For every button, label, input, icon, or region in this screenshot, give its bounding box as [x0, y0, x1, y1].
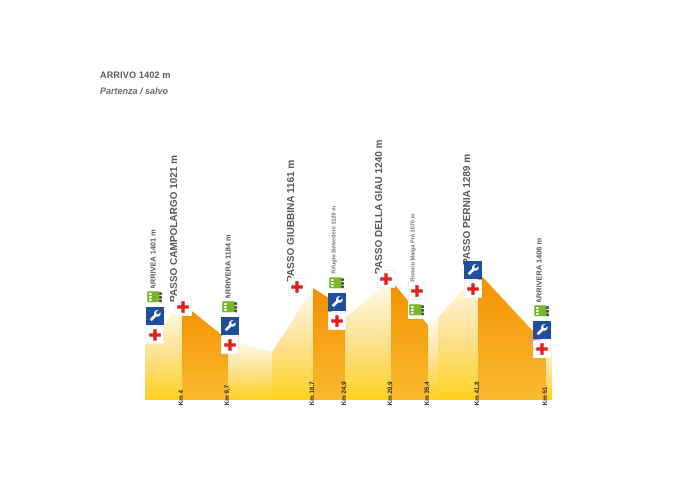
peak-label-4: PASSO GIUBBINA 1161 m: [286, 159, 297, 282]
chart-subtitle: Partenza / salvo: [100, 86, 169, 96]
km-tick-5: Km 29,9: [386, 381, 394, 406]
medical-cross-icon: [174, 298, 192, 316]
service-icons-3: [221, 298, 239, 355]
medical-cross-icon: [464, 280, 482, 298]
bus-icon: [221, 298, 239, 316]
km-tick-8: Km 51: [541, 386, 549, 406]
km-tick-2: Km 9,7: [223, 384, 231, 406]
km-tick-7: Km 41,8: [473, 381, 481, 406]
service-icons-5: [328, 274, 346, 331]
wrench-icon: [328, 293, 346, 311]
bus-icon: [408, 301, 426, 319]
km-tick-4: Km 24,9: [340, 381, 348, 406]
peak-label-5: Rifugio Belvedere 1120 m: [331, 205, 338, 274]
km-tick-6: Km 35,4: [423, 381, 431, 406]
page-title: ARRIVO 1402 m: [100, 70, 171, 80]
medical-cross-icon: [328, 312, 346, 330]
peak-label-6: PASSO DELLA GIAU 1240 m: [374, 139, 385, 274]
wrench-icon: [464, 261, 482, 279]
peak-label-3: ARRIVERA 1184 m: [223, 234, 233, 300]
chart-header: ARRIVO 1402 m Partenza / salvo: [100, 70, 171, 97]
bus-icon: [146, 288, 164, 306]
wrench-icon: [221, 317, 239, 335]
peak-label-7: Ristoro Malga Prà 1070 m: [410, 213, 417, 282]
service-icons-4: [288, 278, 306, 297]
km-tick-3: Km 18,7: [308, 381, 316, 406]
km-tick-1: Km 4: [177, 390, 185, 406]
service-icons-1: [146, 288, 164, 345]
bus-icon: [533, 302, 551, 320]
peak-label-9: ARRIVERA 1406 m: [534, 237, 544, 304]
medical-cross-icon: [533, 340, 551, 358]
service-icons-7: [408, 282, 426, 320]
service-icons-2: [174, 298, 192, 317]
service-icons-6: [377, 270, 395, 289]
medical-cross-icon: [221, 336, 239, 354]
wrench-icon: [146, 307, 164, 325]
service-icons-9: [533, 302, 551, 359]
service-icons-8: [464, 261, 482, 299]
wrench-icon: [533, 321, 551, 339]
peak-label-1: ARRIVEA 1401 m: [148, 229, 158, 290]
medical-cross-icon: [377, 270, 395, 288]
peak-label-8: PASSO PERNIA 1289 m: [462, 153, 473, 265]
medical-cross-icon: [146, 326, 164, 344]
bus-icon: [328, 274, 346, 292]
medical-cross-icon: [288, 278, 306, 296]
medical-cross-icon: [408, 282, 426, 300]
peak-label-2: PASSO CAMPOLARGO 1021 m: [169, 154, 180, 302]
